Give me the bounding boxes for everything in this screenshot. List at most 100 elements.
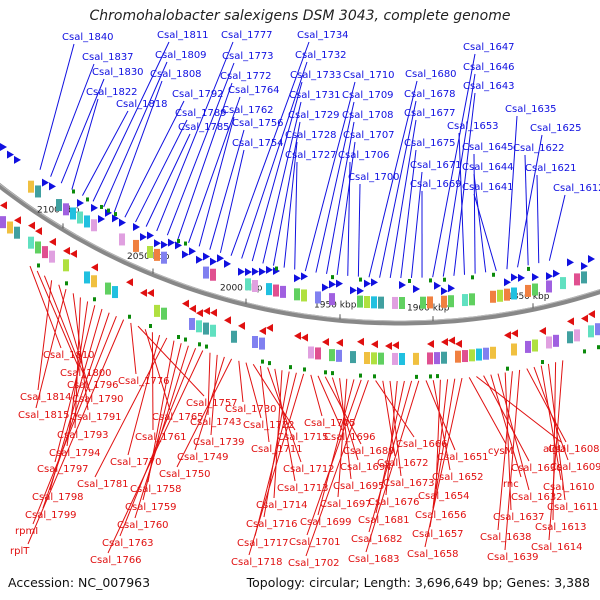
forward-gene-label: Csal_1645: [462, 142, 514, 153]
rna-marker: [415, 374, 418, 379]
cog-category-box: [581, 271, 587, 284]
reverse-gene-arrow: [448, 336, 455, 345]
forward-gene-arrow: [182, 250, 189, 259]
rna-marker: [65, 281, 68, 286]
cog-category-box: [210, 324, 216, 337]
reverse-gene-label: Csal_1743: [190, 417, 242, 428]
reverse-gene-label: Csal_1730: [225, 404, 277, 415]
rna-marker: [177, 335, 180, 340]
cog-category-box: [245, 278, 251, 291]
cog-category-box: [546, 336, 552, 349]
rna-marker: [359, 277, 362, 282]
forward-gene-arrow: [350, 286, 357, 295]
rna-marker: [177, 239, 180, 244]
reverse-gene-label: Csal_1613: [535, 522, 587, 533]
cog-category-box: [203, 322, 209, 335]
reverse-gene-leader: [36, 270, 79, 367]
reverse-gene-leader: [267, 367, 302, 463]
reverse-gene-label: Csal_1715: [277, 432, 329, 443]
reverse-gene-label: Csal_1799: [25, 510, 77, 521]
reverse-gene-label: Csal_1739: [193, 437, 245, 448]
reverse-gene-arrow: [259, 326, 266, 335]
cog-category-box: [63, 259, 69, 272]
cog-category-box: [364, 352, 370, 365]
cog-category-box: [574, 273, 580, 286]
cog-category-box: [371, 296, 377, 309]
rna-marker: [597, 345, 600, 350]
forward-gene-label: Csal_1777: [221, 30, 273, 41]
reverse-gene-arrow: [455, 339, 462, 348]
rna-marker: [583, 349, 586, 354]
forward-gene-arrow: [504, 278, 511, 287]
cog-category-box: [308, 346, 314, 359]
reverse-gene-leader: [497, 373, 530, 491]
forward-gene-leader: [473, 173, 487, 273]
rna-marker: [184, 337, 187, 342]
reverse-gene-leader: [254, 372, 297, 537]
reverse-gene-arrow: [91, 263, 98, 272]
cog-category-box: [70, 207, 76, 220]
forward-gene-label: Csal_1792: [172, 89, 224, 100]
reverse-gene-leader: [259, 365, 270, 443]
reverse-gene-leader: [35, 288, 67, 409]
cog-category-box: [91, 275, 97, 288]
rna-marker: [471, 275, 474, 280]
forward-gene-arrow: [224, 259, 231, 268]
reverse-gene-leader: [385, 380, 398, 496]
reverse-gene-label: Csal_1639: [487, 552, 539, 563]
reverse-gene-arrow: [567, 317, 574, 326]
reverse-gene-leader: [29, 265, 62, 349]
cog-category-box: [259, 337, 265, 350]
reverse-gene-leader: [176, 358, 233, 468]
rna-marker: [100, 204, 103, 209]
forward-gene-leader: [379, 100, 417, 278]
forward-gene-arrow: [301, 272, 308, 281]
reverse-gene-leader: [368, 380, 413, 533]
forward-gene-label: Csal_1680: [405, 69, 457, 80]
reverse-gene-arrow: [322, 337, 329, 346]
forward-gene-arrow: [364, 279, 371, 288]
forward-gene-arrow: [273, 267, 280, 276]
forward-gene-leader: [251, 81, 303, 262]
cog-category-box: [266, 283, 272, 296]
forward-gene-label: Csal_1708: [342, 110, 394, 121]
reverse-gene-leader: [382, 380, 396, 457]
forward-gene-leader: [241, 61, 308, 259]
forward-gene-arrow: [441, 287, 448, 296]
forward-gene-arrow: [581, 262, 588, 271]
forward-gene-leader: [124, 100, 185, 218]
reverse-gene-label: Csal_1676: [368, 497, 420, 508]
reverse-gene-label: Csal_1681: [358, 515, 410, 526]
reverse-gene-leader: [337, 378, 348, 498]
forward-gene-arrow: [42, 178, 49, 187]
reverse-gene-arrow: [371, 340, 378, 349]
forward-gene-leader: [548, 194, 566, 261]
reverse-gene-leader: [130, 322, 137, 375]
reverse-gene-label: Csal_1656: [415, 510, 467, 521]
cog-category-box: [63, 203, 69, 216]
rna-marker: [149, 323, 152, 328]
reverse-gene-label: Csal_1705: [304, 418, 356, 429]
forward-gene-arrow: [105, 208, 112, 217]
forward-gene-arrow: [154, 239, 161, 248]
forward-gene-label: Csal_1643: [463, 81, 515, 92]
reverse-gene-leader: [540, 365, 562, 481]
forward-gene-arrow: [203, 252, 210, 261]
reverse-gene-arrow: [511, 329, 518, 338]
forward-gene-arrow: [168, 238, 175, 247]
reverse-gene-arrow: [392, 341, 399, 350]
forward-gene-leader: [156, 41, 234, 232]
rna-marker: [261, 359, 264, 364]
cog-category-box: [7, 221, 13, 234]
forward-gene-label: Csal_1729: [288, 110, 340, 121]
reverse-gene-label: Csal_1695: [333, 481, 385, 492]
cog-category-box: [252, 336, 258, 349]
cog-category-box: [567, 331, 573, 344]
forward-gene-leader: [60, 78, 105, 184]
forward-gene-label: Csal_1641: [462, 182, 514, 193]
rna-marker: [527, 266, 530, 271]
rna-marker: [289, 365, 292, 370]
forward-gene-label: Csal_1756: [232, 118, 284, 129]
reverse-gene-leader: [27, 319, 125, 545]
